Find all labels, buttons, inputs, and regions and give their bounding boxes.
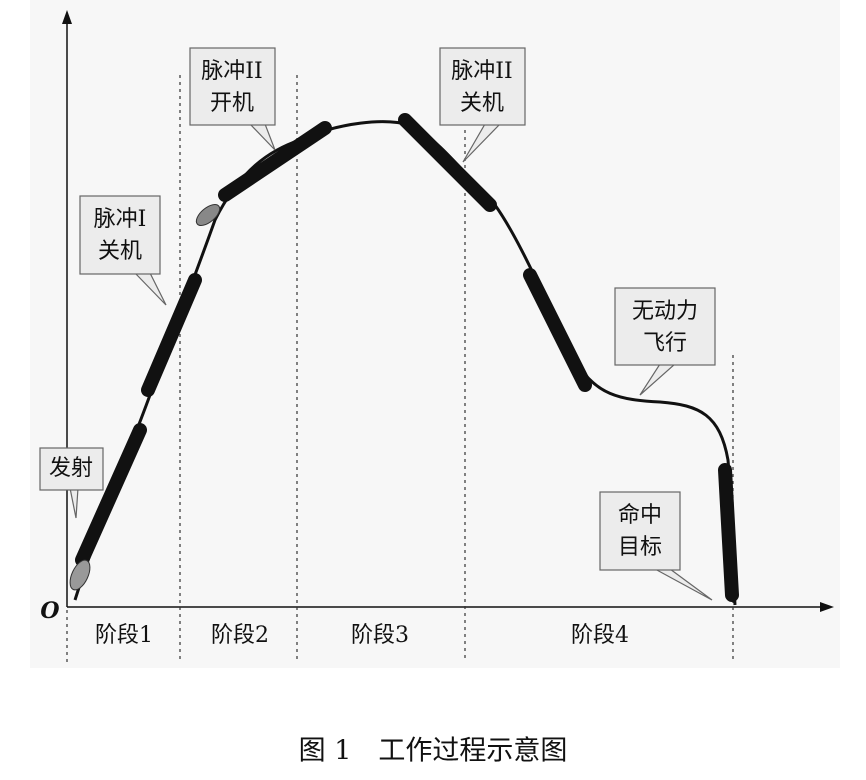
callout-box [599, 491, 681, 571]
callout-box [39, 447, 104, 491]
y-arrow [62, 10, 72, 24]
origin-label: O [40, 598, 59, 624]
phase-label: 阶段3 [351, 623, 409, 648]
callout-text: 关机 [98, 239, 142, 264]
callout-text: 飞行 [643, 331, 687, 356]
phase-label: 阶段2 [211, 623, 269, 648]
phase-label: 阶段1 [95, 623, 153, 648]
callout-text: 脉冲II [201, 59, 262, 84]
callout-box [439, 47, 526, 126]
callout-text: 脉冲II [451, 59, 512, 84]
figure-background [30, 0, 840, 668]
callout-text: 目标 [618, 535, 662, 560]
x-arrow [820, 602, 834, 612]
callout-text: 脉冲I [94, 207, 147, 232]
callout-box [79, 195, 161, 275]
missile [718, 463, 739, 602]
missile-nose [69, 559, 91, 591]
callout-box [614, 287, 716, 366]
callout-text: 关机 [460, 91, 504, 116]
missile [218, 121, 332, 202]
callout-box [189, 47, 276, 126]
missile [141, 273, 202, 397]
missile [523, 268, 592, 392]
phase-label: 阶段4 [571, 623, 629, 648]
missile-booster [195, 204, 221, 226]
callout-text: 无动力 [632, 299, 698, 324]
callout-text: 发射 [49, 456, 93, 481]
callout-text: 命中 [618, 503, 662, 528]
missile [398, 113, 497, 212]
caption: 图 1 工作过程示意图 [299, 736, 568, 767]
callout-text: 开机 [210, 91, 254, 116]
missile [75, 423, 147, 567]
